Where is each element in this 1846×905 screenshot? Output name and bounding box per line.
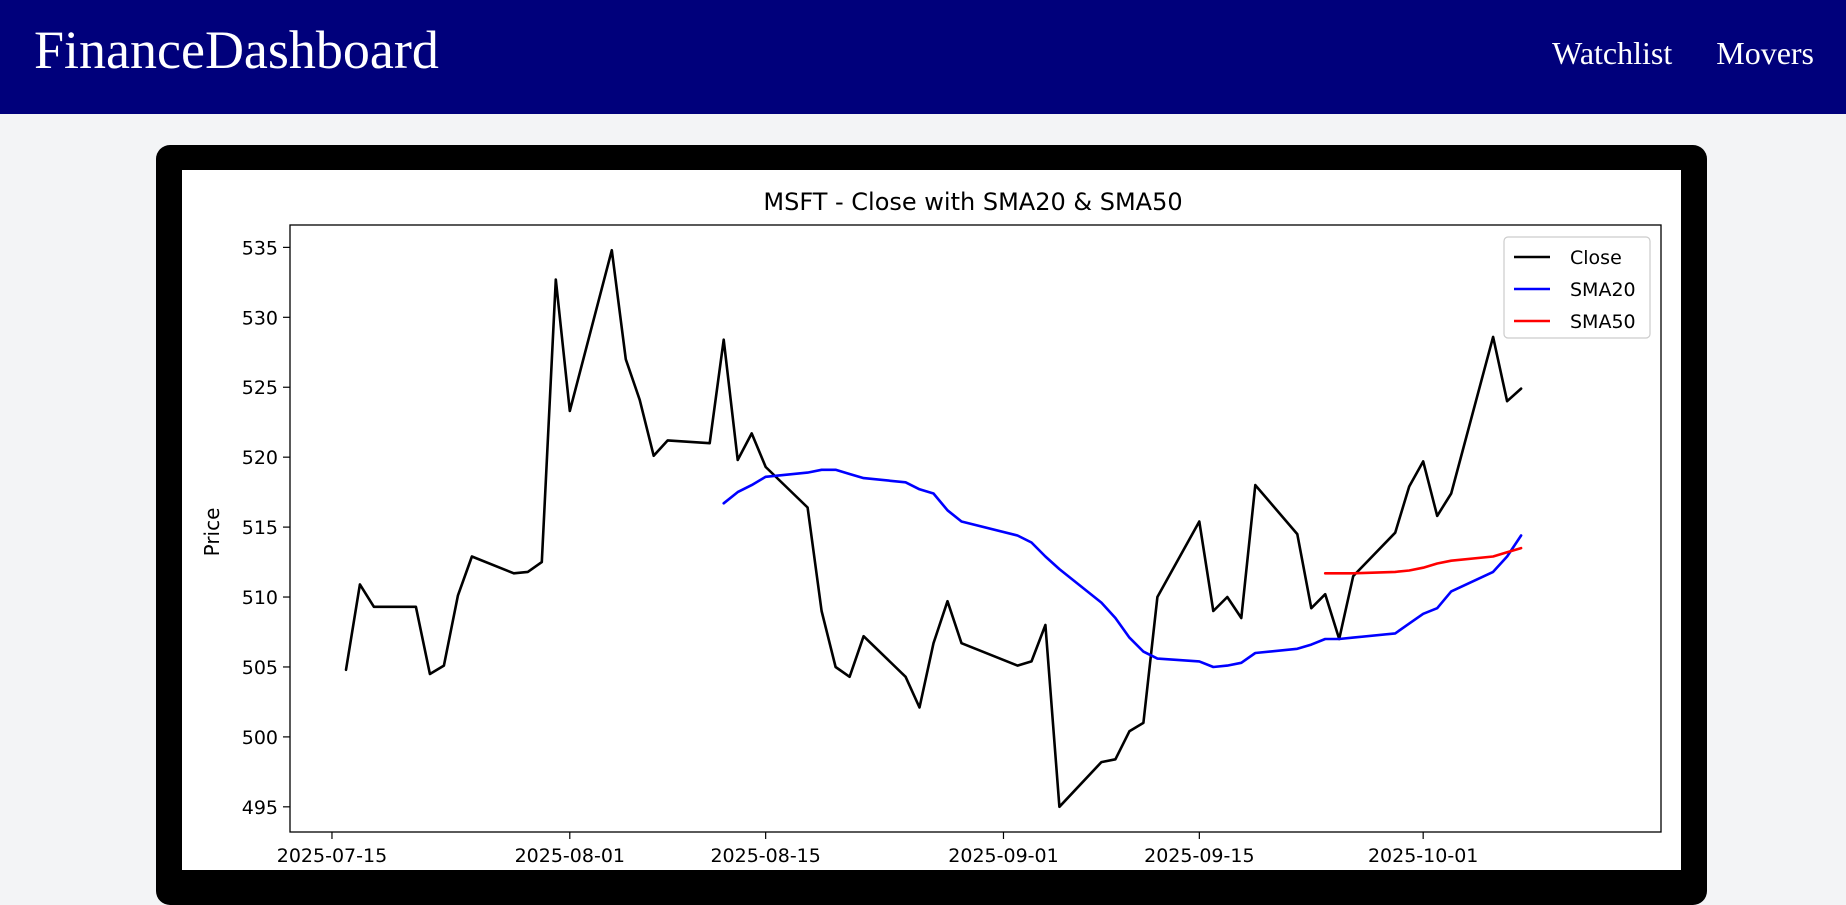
y-tick-label: 520: [242, 447, 278, 469]
top-navbar: FinanceDashboard Watchlist Movers: [0, 0, 1846, 114]
plot-frame: [289, 224, 1662, 833]
y-tick-label: 515: [242, 517, 278, 539]
y-tick-label: 495: [242, 797, 278, 819]
series-line-close: [344, 248, 1523, 809]
series-line-sma50: [1323, 546, 1523, 575]
axes: 495 500 505 510 515 520 525 530 535 2025-07-15 202…: [242, 224, 1662, 867]
x-tick-label: 2025-07-15: [277, 845, 387, 867]
y-tick-label: 500: [242, 727, 278, 749]
x-tick-label: 2025-08-15: [710, 845, 820, 867]
y-tick-label: 505: [242, 657, 278, 679]
y-axis-label: Price: [200, 508, 224, 557]
x-tick-label: 2025-10-01: [1368, 845, 1478, 867]
y-tick-label: 525: [242, 377, 278, 399]
series-lines: [344, 248, 1523, 809]
y-tick-label: 535: [242, 237, 278, 259]
x-tick-label: 2025-09-01: [948, 845, 1058, 867]
chart-figure: MSFT - Close with SMA20 & SMA50 Price 49…: [182, 170, 1681, 870]
series-line-sma20: [722, 468, 1523, 669]
legend: Close SMA20 SMA50: [1503, 236, 1651, 339]
brand-title[interactable]: FinanceDashboard: [34, 20, 439, 80]
y-tick-label: 510: [242, 587, 278, 609]
y-tick-label: 530: [242, 307, 278, 329]
legend-label-close: Close: [1570, 247, 1622, 269]
nav-link-watchlist[interactable]: Watchlist: [1552, 35, 1673, 71]
nav-link-movers[interactable]: Movers: [1716, 35, 1814, 71]
legend-box: [1503, 236, 1651, 339]
x-tick-label: 2025-09-15: [1144, 845, 1254, 867]
legend-label-sma50: SMA50: [1570, 311, 1636, 333]
price-chart: MSFT - Close with SMA20 & SMA50 Price 49…: [200, 188, 1662, 867]
chart-title: MSFT - Close with SMA20 & SMA50: [763, 188, 1182, 216]
legend-label-sma20: SMA20: [1570, 279, 1636, 301]
x-tick-label: 2025-08-01: [515, 845, 625, 867]
main-nav: Watchlist Movers: [1552, 34, 1814, 72]
